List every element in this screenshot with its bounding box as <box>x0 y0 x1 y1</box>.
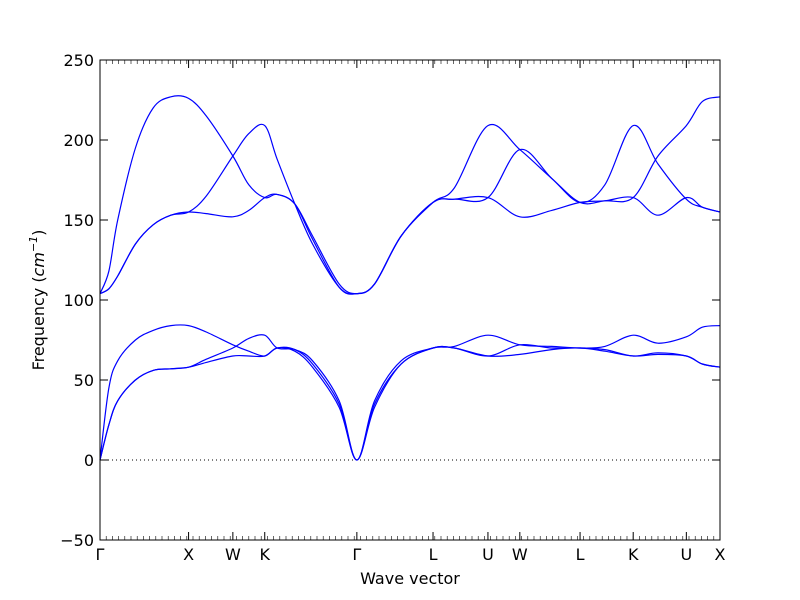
y-axis-ticks: −50 0 50 100 150 200 250 <box>60 51 720 550</box>
x-tick-label: W <box>512 545 528 564</box>
y-axis-label-close: ) <box>29 230 48 236</box>
y-tick-label: 0 <box>84 451 94 470</box>
x-tick-label: U <box>482 545 494 564</box>
x-tick-label: X <box>715 545 726 564</box>
x-tick-label: L <box>429 545 438 564</box>
y-tick-label: 200 <box>63 131 94 150</box>
x-tick-label: Γ <box>352 545 361 564</box>
x-tick-label: X <box>183 545 194 564</box>
x-tick-label: W <box>225 545 241 564</box>
series-line-3 <box>99 324 721 461</box>
x-tick-label: K <box>628 545 639 564</box>
y-axis-label: Frequency (cm−1) <box>27 230 48 371</box>
y-tick-label: 50 <box>74 371 94 390</box>
y-tick-label: 250 <box>63 51 94 70</box>
minor-ticks <box>99 60 721 540</box>
y-axis-label-unit: cm <box>29 252 48 276</box>
y-axis-label-text: Frequency ( <box>29 276 48 370</box>
y-axis-label-unit-exponent: −1 <box>27 236 40 252</box>
y-tick-label: −50 <box>60 531 94 550</box>
x-tick-label: U <box>680 545 692 564</box>
plot-frame <box>99 59 721 541</box>
series-group <box>99 95 721 461</box>
x-tick-label: K <box>259 545 270 564</box>
x-tick-label: L <box>576 545 585 564</box>
y-tick-label: 150 <box>63 211 94 230</box>
series-line-6 <box>99 95 721 295</box>
y-tick-label: 100 <box>63 291 94 310</box>
x-tick-label: Γ <box>96 545 105 564</box>
x-axis-label: Wave vector <box>360 569 460 588</box>
